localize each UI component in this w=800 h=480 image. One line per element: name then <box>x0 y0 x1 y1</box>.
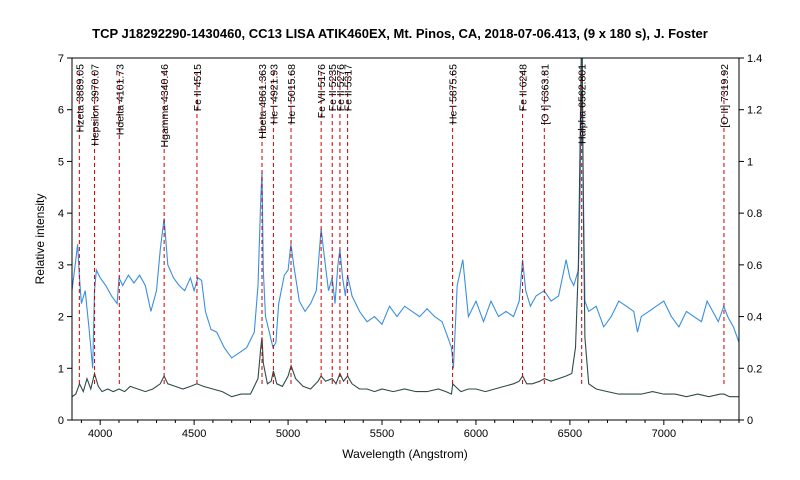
marker-label-3: Hdelta 4101.73 <box>114 64 126 135</box>
marker-label-4: Hgamma 4340.46 <box>159 64 171 148</box>
y-left-tick-label: 3 <box>58 260 64 272</box>
marker-label-15: [O I] 6363.81 <box>539 64 551 125</box>
plot-frame <box>71 57 740 421</box>
marker-label-12: Fe II 5317 <box>343 64 355 111</box>
marker-label-8: He I 5015.68 <box>286 64 298 124</box>
x-tick-label: 4500 <box>182 428 206 440</box>
y-left-tick-label: 1 <box>58 363 64 375</box>
y-right-tick-label: 0.2 <box>747 363 762 375</box>
series-line-2 <box>72 58 739 398</box>
x-tick-label: 6500 <box>558 428 582 440</box>
marker-label-1: Hzeta 3889.05 <box>74 64 86 132</box>
marker-label-10: Fe II 5235 <box>327 64 339 111</box>
y-right-tick-label: 1.2 <box>747 105 762 117</box>
x-axis: 4000 4500 5000 5500 6000 6500 7000 <box>80 420 740 440</box>
x-tick-label: 4000 <box>88 428 112 440</box>
marker-label-13: He I 5875.65 <box>448 64 460 124</box>
x-tick-label: 5000 <box>276 428 300 440</box>
y-right-tick-label: 1.4 <box>747 53 762 65</box>
y-axis-label: Relative intensity <box>33 194 47 285</box>
x-tick-label: 5500 <box>370 428 394 440</box>
y-axis-left: 0 1 2 3 4 5 6 7 <box>58 53 72 427</box>
y-axis-right: 0 0.2 0.4 0.6 0.8 1 1.2 1.4 <box>739 53 762 427</box>
marker-label-16: Halpha 6562.801 <box>577 64 589 144</box>
marker-label-6: Hbeta 4861.363 <box>257 64 269 139</box>
x-tick-label: 6000 <box>464 428 488 440</box>
marker-label-2: Hepsilon 3970.07 <box>90 64 102 146</box>
y-left-tick-label: 0 <box>58 415 64 427</box>
chart-title: TCP J18292290-1430460, CC13 LISA ATIK460… <box>92 26 708 41</box>
marker-label-9: Fe VII 5176 <box>316 64 328 118</box>
y-left-tick-label: 4 <box>58 208 64 220</box>
y-left-tick-label: 5 <box>58 156 64 168</box>
marker-label-11: Fe II 5276 <box>335 64 347 111</box>
y-right-tick-label: 0.8 <box>747 208 762 220</box>
y-right-tick-label: 0 <box>747 415 753 427</box>
x-tick-label: 7000 <box>652 428 676 440</box>
marker-label-14: Fe II 6248 <box>518 64 530 111</box>
y-right-tick-label: 0.4 <box>747 312 762 324</box>
series-line-1 <box>72 58 739 369</box>
y-left-tick-label: 6 <box>58 105 64 117</box>
marker-label-5: Fe II 4515 <box>192 64 204 111</box>
x-axis-label: Wavelength (Angstrom) <box>342 447 468 461</box>
marker-label-17: [O II] 7319.92 <box>719 64 731 128</box>
y-left-tick-label: 7 <box>58 53 64 65</box>
y-left-tick-label: 2 <box>58 312 64 324</box>
y-right-tick-label: 0.6 <box>747 260 762 272</box>
plot-area: Hzeta 3889.05 Hepsilon 3970.07 Hdelta 4101… <box>72 58 739 398</box>
y-right-tick-label: 1 <box>747 156 753 168</box>
marker-label-7: He I 4921.93 <box>268 64 280 124</box>
